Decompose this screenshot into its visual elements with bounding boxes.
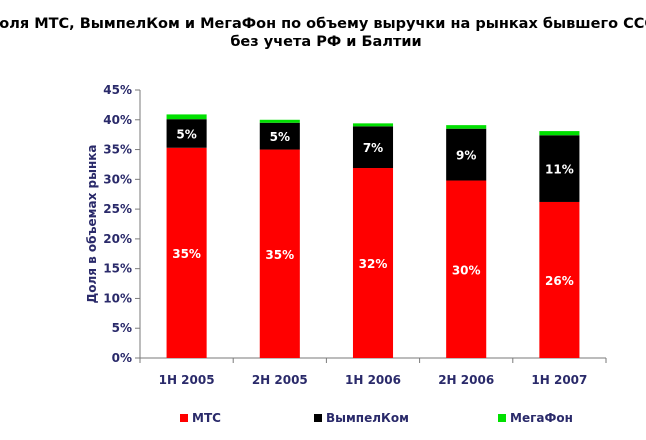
x-tick-label: 2H 2006 xyxy=(438,373,494,387)
y-tick-label: 25% xyxy=(103,202,132,216)
y-tick-label: 5% xyxy=(112,321,132,335)
bar-data-label: 11% xyxy=(545,163,574,177)
x-tick-label: 2H 2005 xyxy=(252,373,308,387)
bar-data-label: 7% xyxy=(363,141,383,155)
legend-entry: МегаФон xyxy=(510,411,573,425)
bar-data-label: 30% xyxy=(452,263,481,277)
bar-data-label: 35% xyxy=(172,247,201,261)
bar-data-label: 26% xyxy=(545,274,574,288)
legend-marker xyxy=(314,414,322,422)
bar-segment xyxy=(539,131,580,136)
bar-segment xyxy=(259,122,300,150)
bar-segment xyxy=(166,114,207,120)
x-tick-label: 1H 2007 xyxy=(531,373,587,387)
bar-segment xyxy=(166,119,207,148)
bar-segment xyxy=(539,201,580,358)
bar-data-label: 32% xyxy=(359,257,388,271)
legend-marker xyxy=(180,414,188,422)
y-tick-label: 35% xyxy=(103,143,132,157)
bar-data-label: 5% xyxy=(176,127,196,141)
x-tick-label: 1H 2005 xyxy=(159,373,215,387)
y-tick-label: 45% xyxy=(103,83,132,97)
chart-title-line-2: без учета РФ и Балтии xyxy=(230,34,421,50)
y-tick-label: 10% xyxy=(103,291,132,305)
legend-entry: ВымпелКом xyxy=(326,411,409,425)
bar-data-label: 35% xyxy=(265,248,294,262)
y-tick-label: 30% xyxy=(103,172,132,186)
y-tick-label: 40% xyxy=(103,113,132,127)
bar-data-label: 9% xyxy=(456,149,476,163)
bar-segment xyxy=(259,149,300,358)
bar-segment xyxy=(352,126,394,169)
chart-title: Доля МТС, ВымпелКом и МегаФон по объему … xyxy=(0,16,646,50)
y-tick-label: 15% xyxy=(103,262,132,276)
legend-marker xyxy=(498,414,506,422)
x-tick-label: 1H 2006 xyxy=(345,373,401,387)
bar-segment xyxy=(446,180,487,358)
y-tick-label: 20% xyxy=(103,232,132,246)
legend-entry: МТС xyxy=(192,411,221,425)
bar-segment xyxy=(259,119,300,123)
bar-segment xyxy=(166,147,207,358)
y-axis-label: Доля в объемах рынка xyxy=(85,145,99,304)
bar-data-label: 5% xyxy=(270,130,290,144)
chart-title-line-1: Доля МТС, ВымпелКом и МегаФон по объему … xyxy=(0,16,646,32)
bar-segment xyxy=(352,123,394,127)
bar-segment xyxy=(446,125,487,129)
y-tick-label: 0% xyxy=(112,351,132,365)
bar-segment xyxy=(539,135,580,202)
bar-segment xyxy=(446,128,487,181)
bar-segment xyxy=(352,168,394,358)
